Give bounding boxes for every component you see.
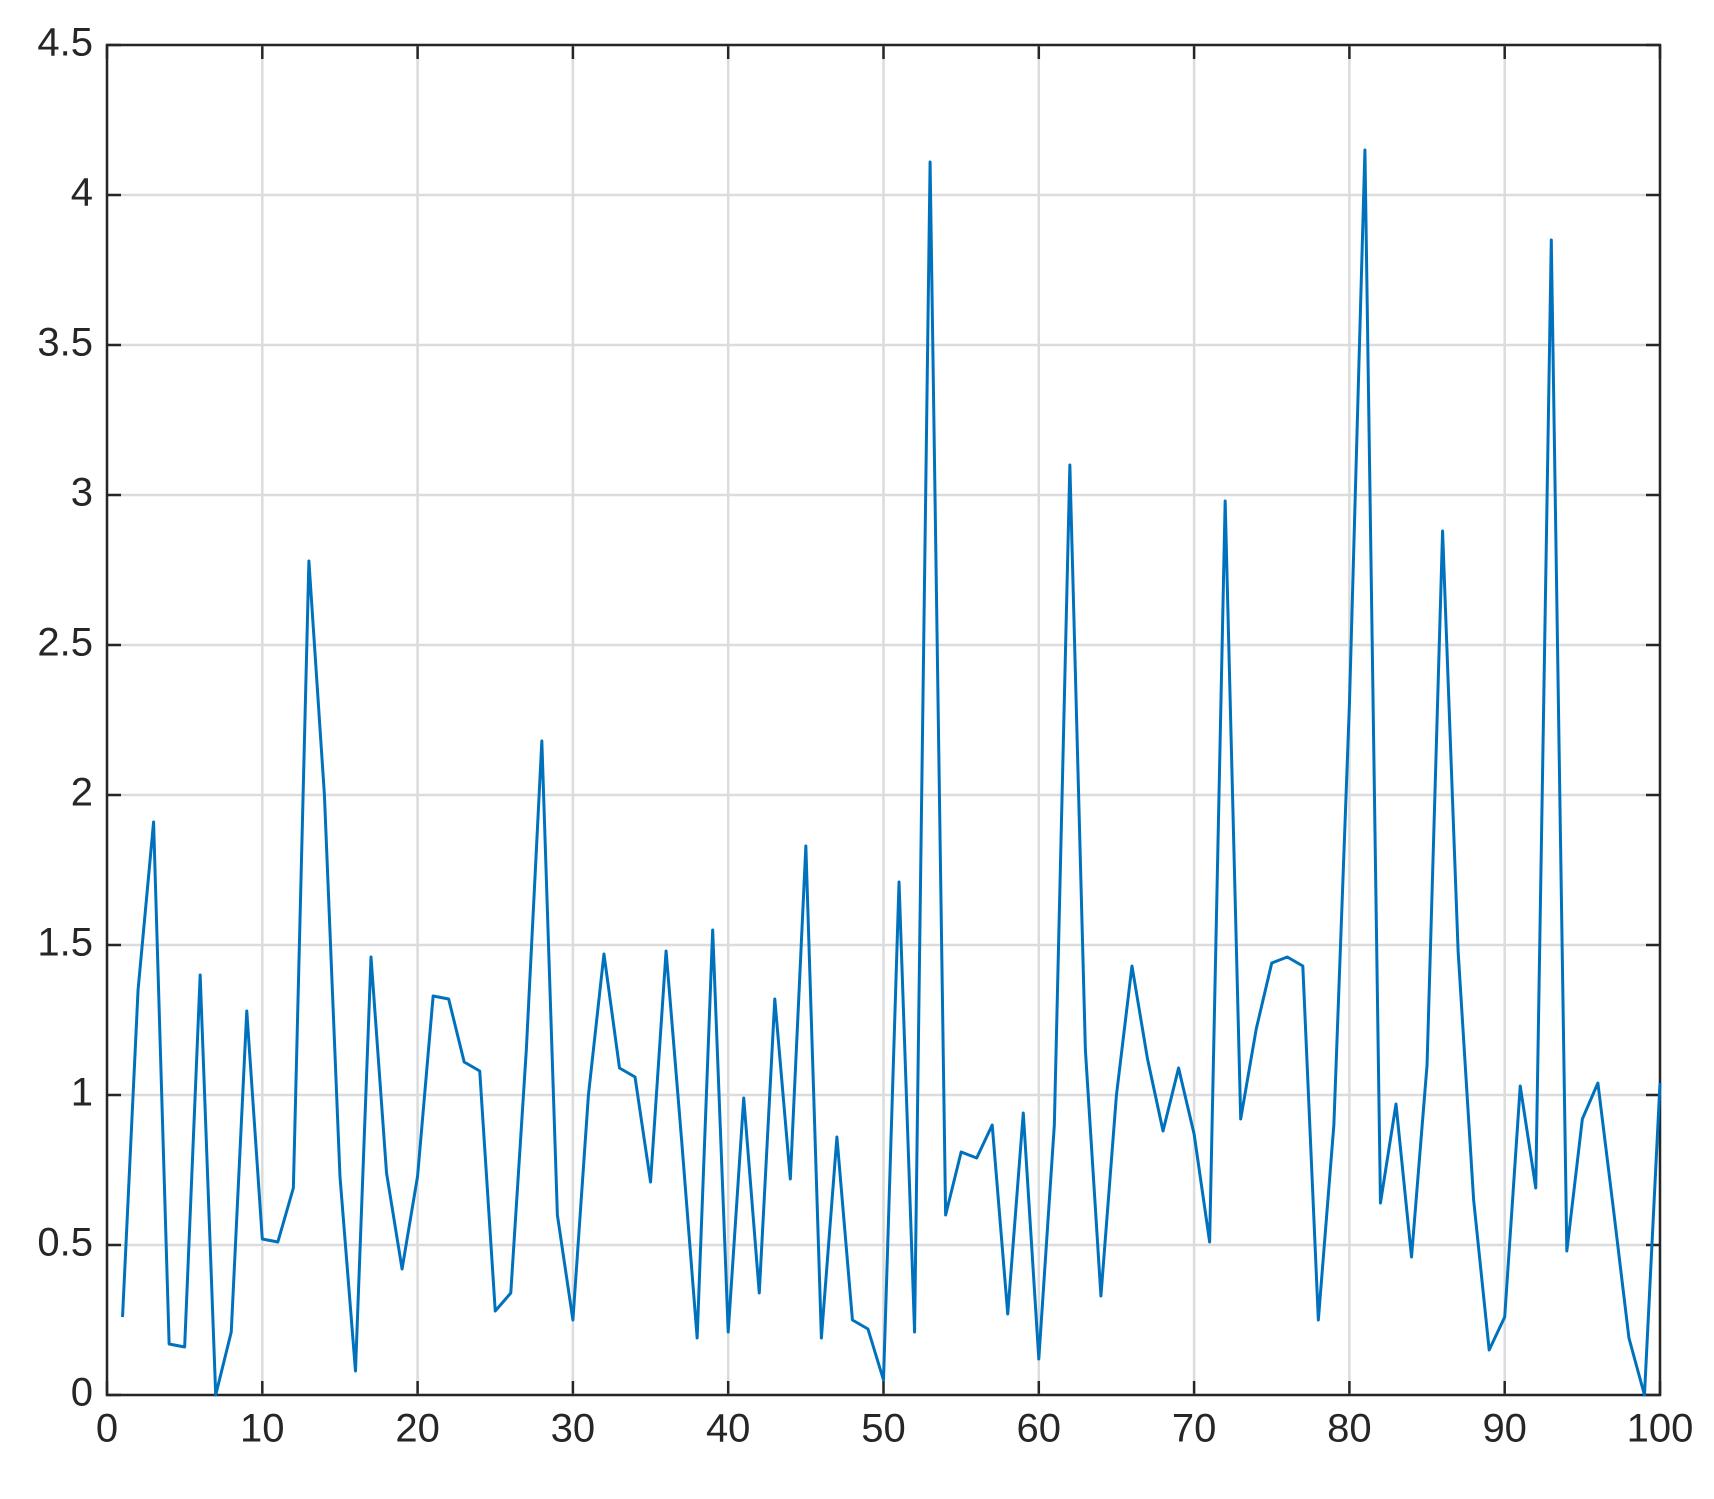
x-tick-label: 30 — [551, 1407, 596, 1451]
x-tick-label: 0 — [96, 1407, 118, 1451]
y-tick-label: 3 — [71, 471, 93, 515]
x-tick-label: 90 — [1482, 1407, 1527, 1451]
data-line — [121, 148, 1662, 1397]
x-tick-label: 80 — [1327, 1407, 1372, 1451]
x-tick-label: 60 — [1017, 1407, 1062, 1451]
y-tick-label: 2 — [71, 771, 93, 815]
y-tick-label: 2.5 — [37, 621, 93, 665]
x-tick-label: 70 — [1172, 1407, 1217, 1451]
plot-frame — [105, 43, 1662, 1397]
x-tick-label: 100 — [1627, 1407, 1694, 1451]
y-tick-label: 0.5 — [37, 1221, 93, 1265]
x-tick-label: 10 — [240, 1407, 285, 1451]
x-tick-label: 50 — [861, 1407, 906, 1451]
y-tick-label: 4.5 — [37, 21, 93, 65]
y-tick-label: 4 — [71, 171, 93, 215]
x-tick-label: 40 — [706, 1407, 751, 1451]
y-tick-label: 1.5 — [37, 921, 93, 965]
x-tick-label: 20 — [395, 1407, 440, 1451]
y-tick-label: 0 — [71, 1371, 93, 1415]
y-tick-label: 3.5 — [37, 321, 93, 365]
y-tick-label: 1 — [71, 1071, 93, 1115]
